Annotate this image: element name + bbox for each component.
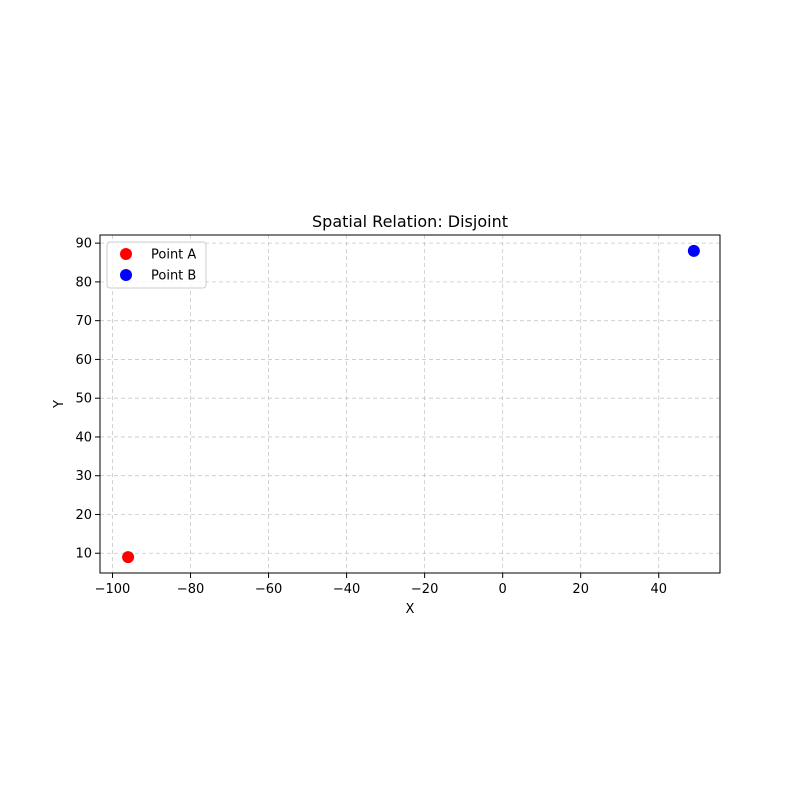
chart-title: Spatial Relation: Disjoint [312, 212, 508, 231]
legend-label: Point A [151, 248, 196, 263]
legend-entries: Point A Point B [120, 248, 196, 284]
x-axis-ticks: −100 −80 −60 −40 −20 0 20 40 [95, 573, 667, 597]
y-tick-label: 80 [75, 275, 92, 290]
x-tick-label: 0 [499, 582, 507, 597]
x-tick-label: −80 [177, 582, 204, 597]
x-tick-label: −60 [255, 582, 282, 597]
y-tick-label: 40 [75, 430, 92, 445]
x-tick-label: 20 [572, 582, 589, 597]
x-tick-label: −100 [95, 582, 131, 597]
x-tick-label: −40 [333, 582, 360, 597]
y-tick-label: 90 [75, 237, 92, 252]
grid-lines [100, 235, 720, 573]
y-tick-label: 20 [75, 508, 92, 523]
x-tick-label: 40 [650, 582, 667, 597]
legend-marker [120, 269, 132, 281]
legend-marker [120, 248, 132, 260]
x-axis-label: X [406, 602, 415, 617]
legend-label: Point B [151, 269, 196, 284]
y-axis-ticks: 10 20 30 40 50 60 70 80 90 [75, 237, 100, 562]
y-tick-label: 50 [75, 392, 92, 407]
x-tick-label: −20 [411, 582, 438, 597]
y-tick-label: 60 [75, 353, 92, 368]
data-points [122, 244, 700, 564]
y-tick-label: 70 [75, 314, 92, 329]
data-point-point-a [122, 551, 135, 564]
legend: Point A Point B [106, 241, 207, 289]
y-axis-label: Y [52, 400, 67, 409]
plot-area-frame [99, 234, 721, 574]
data-point-point-b [687, 244, 700, 257]
y-tick-label: 10 [75, 547, 92, 562]
y-tick-label: 30 [75, 469, 92, 484]
